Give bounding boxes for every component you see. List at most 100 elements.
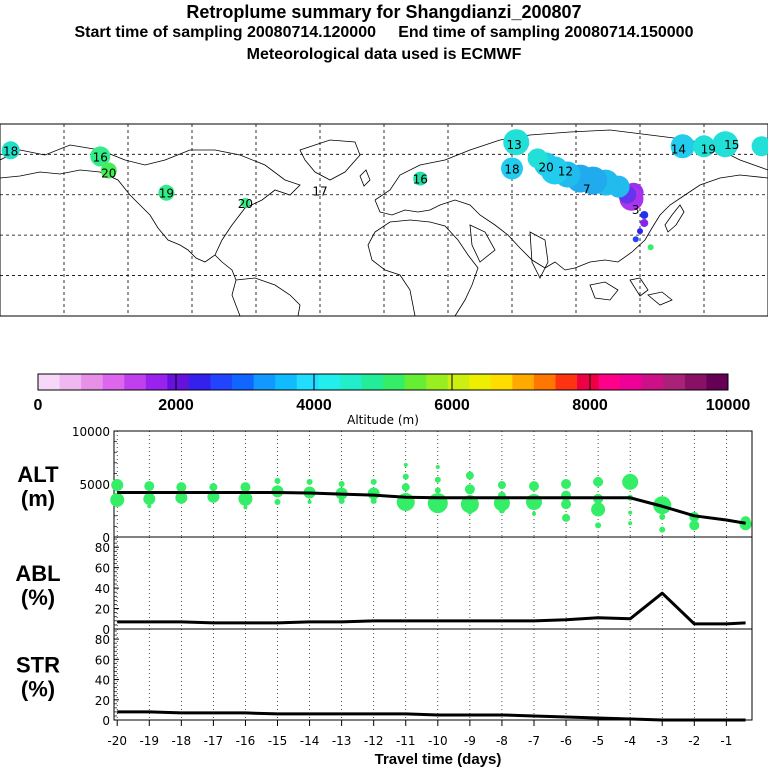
x-tick-label: -12 [364, 734, 384, 748]
x-tick-label: -19 [139, 734, 159, 748]
altitude-scatter-point [434, 476, 441, 483]
altitude-scatter-point [622, 473, 639, 490]
map-day-label: 16 [93, 150, 108, 164]
y-tick-label: 0 [102, 714, 110, 728]
plume-point [527, 148, 548, 169]
altitude-scatter-point [370, 497, 377, 504]
y-tick-label: 10000 [72, 425, 110, 439]
altitude-scatter-point [144, 481, 155, 492]
map-day-label: 3 [632, 203, 640, 217]
plume-point [751, 136, 768, 157]
colorbar-cell [145, 374, 168, 390]
colorbar-tick-label: 6000 [434, 397, 470, 414]
colorbar-tick-label: 0 [34, 397, 43, 414]
colorbar-tick-label: 10000 [706, 397, 751, 414]
plume-point [503, 129, 530, 156]
y-tick-label: 20 [95, 694, 110, 708]
x-tick-label: -2 [688, 734, 700, 748]
plume-point [640, 210, 649, 219]
map-day-label: 12 [558, 164, 573, 178]
map-day-label: 19 [159, 187, 174, 201]
altitude-scatter-point [147, 504, 152, 509]
y-tick-label: 80 [95, 541, 110, 555]
map-graticule [0, 124, 768, 316]
colorbar-label: Altitude (m) [347, 413, 419, 427]
colorbar-cell [38, 374, 61, 390]
colorbar-cell [275, 374, 298, 390]
y-tick-label: 80 [95, 633, 110, 647]
altitude-scatter-point [209, 483, 218, 492]
x-tick-label: -5 [592, 734, 604, 748]
altitude-scatter-point [528, 481, 539, 492]
x-tick-label: -6 [560, 734, 572, 748]
plume-point [632, 236, 639, 243]
altitude-scatter-point [427, 493, 448, 514]
altitude-scatter-point [143, 492, 156, 505]
x-tick-label: -16 [236, 734, 256, 748]
colorbar-cell [339, 374, 362, 390]
map-day-label: 20 [238, 197, 253, 211]
map-day-label: 14 [671, 142, 686, 156]
altitude-scatter-point [274, 477, 281, 484]
altitude-scatter-point [659, 513, 666, 520]
map-day-label: 18 [3, 144, 18, 158]
altitude-scatter-point [467, 510, 472, 515]
x-tick-label: -14 [300, 734, 320, 748]
altitude-scatter-point [498, 507, 505, 514]
plume-point [158, 184, 175, 201]
alt-panel: 0 5000 10000 ALT(m) [17, 425, 753, 545]
altitude-colorbar: 0 2000 4000 6000 8000 10000 Altitude (m) [34, 373, 751, 427]
colorbar-cell [620, 374, 643, 390]
series-line [117, 710, 746, 722]
altitude-scatter-point [370, 478, 377, 485]
y-tick-label: 0 [102, 623, 110, 637]
x-axis: -20 -19 -18 -17 -16 -15 -14 -13 -12 -11 -10 -9 -8 -7 -… [107, 720, 732, 768]
colorbar-tick-label: 4000 [296, 397, 332, 414]
plume-point [1, 141, 20, 160]
map-day-label: 13 [506, 138, 521, 152]
map-day-label: 16 [413, 173, 428, 187]
altitude-scatter-point [659, 526, 666, 533]
colorbar-cell [59, 374, 82, 390]
altitude-scatter-point [593, 476, 604, 487]
plume-point [693, 135, 715, 158]
colorbar-cell [318, 374, 341, 390]
altitude-scatter-point [460, 495, 479, 514]
sampling-time-line: Start time of sampling 20080714.120000 E… [74, 24, 694, 41]
plume-point [240, 197, 251, 208]
plume-point [501, 157, 523, 180]
altitude-scatter-point [176, 482, 187, 493]
altitude-scatter-point [111, 479, 124, 492]
panel-unit: (%) [21, 585, 55, 610]
map-day-label: 19 [701, 142, 716, 156]
str-panel: 0 20 40 60 80 STR(%) [16, 628, 753, 728]
abl-panel: 0 20 40 60 80 ABL(%) [15, 536, 753, 637]
page-title: Retroplume summary for Shangdianzi_20080… [186, 2, 582, 22]
colorbar-tick-label: 2000 [158, 397, 194, 414]
x-tick-label: -7 [528, 734, 540, 748]
y-tick-label: 60 [95, 562, 110, 576]
altitude-scatter-point [243, 505, 248, 510]
plume-point [637, 228, 643, 235]
altitude-scatter-point [591, 502, 606, 517]
plume-point [90, 146, 111, 167]
plume-point [670, 134, 695, 159]
panel-label: ABL [15, 561, 60, 586]
x-tick-label: -3 [656, 734, 668, 748]
altitude-scatter-point [307, 500, 312, 505]
series-line [117, 591, 746, 626]
x-tick-label: -11 [396, 734, 416, 748]
time-series-panels: 0500010000ALT(m)020406080ABL(%)020406080… [15, 425, 753, 728]
altitude-scatter-point [739, 518, 752, 531]
altitude-scatter-point [561, 499, 572, 510]
world-map: 18 16 20 19 20 17 16 18 13 14 19 15 20 12 7 3 [0, 123, 768, 317]
plume-point [640, 219, 649, 228]
altitude-scatter-point [338, 481, 345, 487]
colorbar-tick-label: 8000 [572, 397, 608, 414]
x-tick-label: -1 [720, 734, 732, 748]
colorbar-cell [167, 374, 190, 390]
map-travel-day-labels: 18 16 20 19 20 17 16 18 13 14 19 15 20 12 7 3 [3, 138, 739, 217]
colorbar-cell [188, 374, 211, 390]
map-day-label: 20 [101, 167, 116, 181]
